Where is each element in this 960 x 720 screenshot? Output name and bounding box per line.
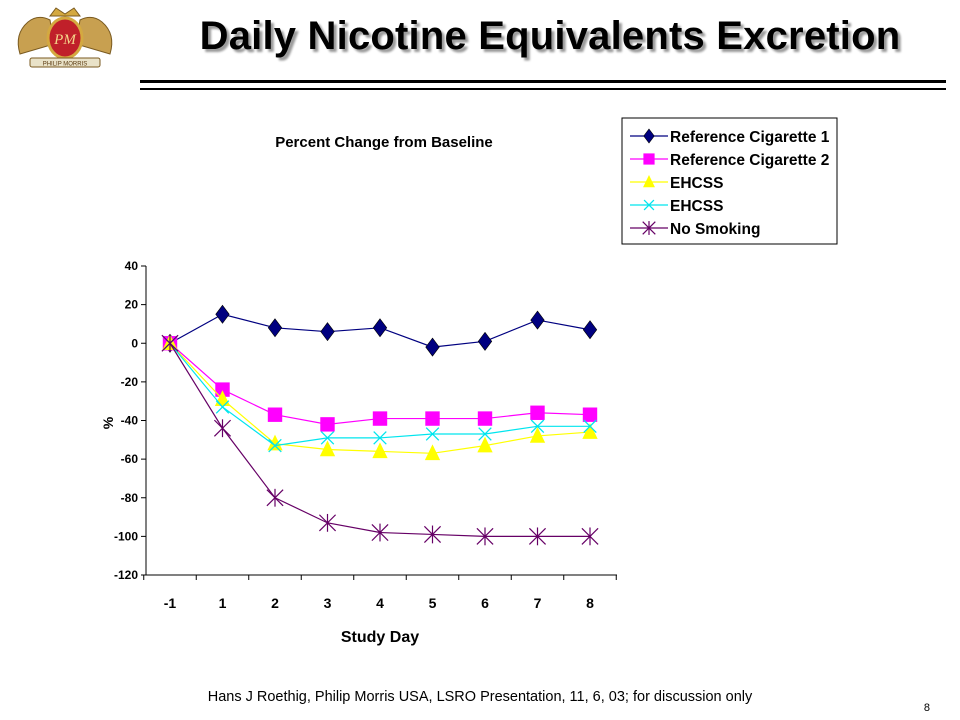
data-point: [215, 304, 230, 324]
data-point: [320, 417, 335, 432]
x-tick-label: -1: [164, 595, 177, 611]
series-line: [169, 342, 591, 454]
philip-morris-logo: PM PHILIP MORRIS: [17, 7, 113, 68]
legend-label: No Smoking: [670, 221, 760, 238]
data-point: [267, 407, 283, 422]
x-tick-label: 7: [534, 595, 542, 611]
data-point: [476, 527, 494, 546]
y-tick-label: 0: [131, 336, 138, 350]
data-point: [477, 331, 493, 351]
logo-monogram: PM: [53, 32, 77, 48]
legend-label: EHCSS: [670, 175, 723, 192]
data-point: [642, 221, 656, 235]
data-point: [267, 434, 283, 451]
legend-box: [621, 117, 838, 245]
data-point: [529, 426, 546, 443]
legend-entry: Reference Cigarette 2: [630, 152, 829, 169]
logo-banner-text: PHILIP MORRIS: [43, 62, 88, 68]
data-point: [643, 199, 655, 211]
data-point: [582, 320, 598, 340]
data-point: [581, 527, 599, 546]
x-tick-label: 6: [481, 595, 489, 611]
data-point: [266, 488, 284, 507]
legend-label: Reference Cigarette 1: [670, 129, 830, 146]
data-point: [582, 407, 598, 422]
series-2: [162, 336, 598, 432]
data-point: [530, 310, 545, 330]
series-line: [169, 342, 590, 537]
data-point: [319, 440, 336, 457]
data-point: [371, 523, 389, 542]
data-point: [643, 128, 655, 144]
slide-title: Daily Nicotine Equivalents Excretion: [199, 14, 901, 58]
data-point: [425, 427, 440, 441]
title-rule-thick: [140, 80, 946, 83]
data-point: [530, 405, 545, 420]
x-tick-label: 3: [324, 595, 332, 611]
data-point: [425, 411, 440, 426]
data-point: [372, 442, 388, 459]
legend-entry: EHCSS: [630, 175, 723, 192]
y-tick-label: 40: [125, 259, 139, 273]
data-point: [477, 436, 493, 453]
data-point: [478, 427, 492, 441]
data-point: [215, 400, 230, 414]
series-5: [161, 334, 599, 546]
data-point: [161, 334, 179, 353]
chart-title: Percent Change from Baseline: [275, 134, 493, 151]
data-point: [643, 175, 655, 188]
data-point: [643, 153, 655, 165]
data-point: [530, 419, 545, 434]
page-number: 8: [923, 702, 930, 714]
legend-label: Reference Cigarette 2: [670, 152, 829, 169]
data-point: [373, 431, 387, 445]
data-point: [215, 382, 230, 397]
y-tick-label: -100: [114, 529, 138, 543]
legend-entry: EHCSS: [630, 198, 723, 215]
series-3: [162, 334, 598, 461]
data-point: [477, 411, 493, 426]
x-tick-label: 8: [586, 595, 594, 611]
data-point: [268, 438, 282, 453]
title-rule-thin: [140, 88, 946, 90]
data-point: [582, 423, 598, 439]
data-point: [318, 513, 337, 532]
x-tick-label: 1: [219, 595, 227, 611]
legend-entry: Reference Cigarette 1: [630, 128, 830, 146]
legend-entry: No Smoking: [630, 221, 760, 238]
y-tick-label: 20: [125, 298, 139, 312]
series-1: [162, 304, 598, 357]
y-tick-label: -80: [121, 491, 139, 505]
data-point: [423, 525, 442, 544]
data-point: [267, 318, 283, 338]
data-point: [320, 322, 335, 342]
data-point: [320, 431, 335, 445]
data-point: [425, 337, 440, 357]
legend-label: EHCSS: [670, 198, 723, 215]
y-tick-label: -120: [114, 568, 138, 582]
x-axis-label: Study Day: [341, 629, 419, 646]
data-point: [372, 411, 388, 426]
data-point: [372, 318, 388, 338]
footer-citation: Hans J Roethig, Philip Morris USA, LSRO …: [207, 689, 753, 705]
y-axis-label: %: [100, 416, 116, 429]
data-point: [424, 444, 441, 461]
data-point: [528, 527, 547, 546]
y-tick-label: -40: [121, 414, 139, 428]
y-tick-label: -20: [121, 375, 139, 389]
x-tick-label: 2: [271, 595, 279, 611]
x-tick-label: 4: [376, 595, 384, 611]
x-tick-label: 5: [429, 595, 437, 611]
data-point: [213, 419, 232, 438]
y-tick-label: -60: [121, 452, 139, 466]
data-point: [583, 419, 597, 434]
